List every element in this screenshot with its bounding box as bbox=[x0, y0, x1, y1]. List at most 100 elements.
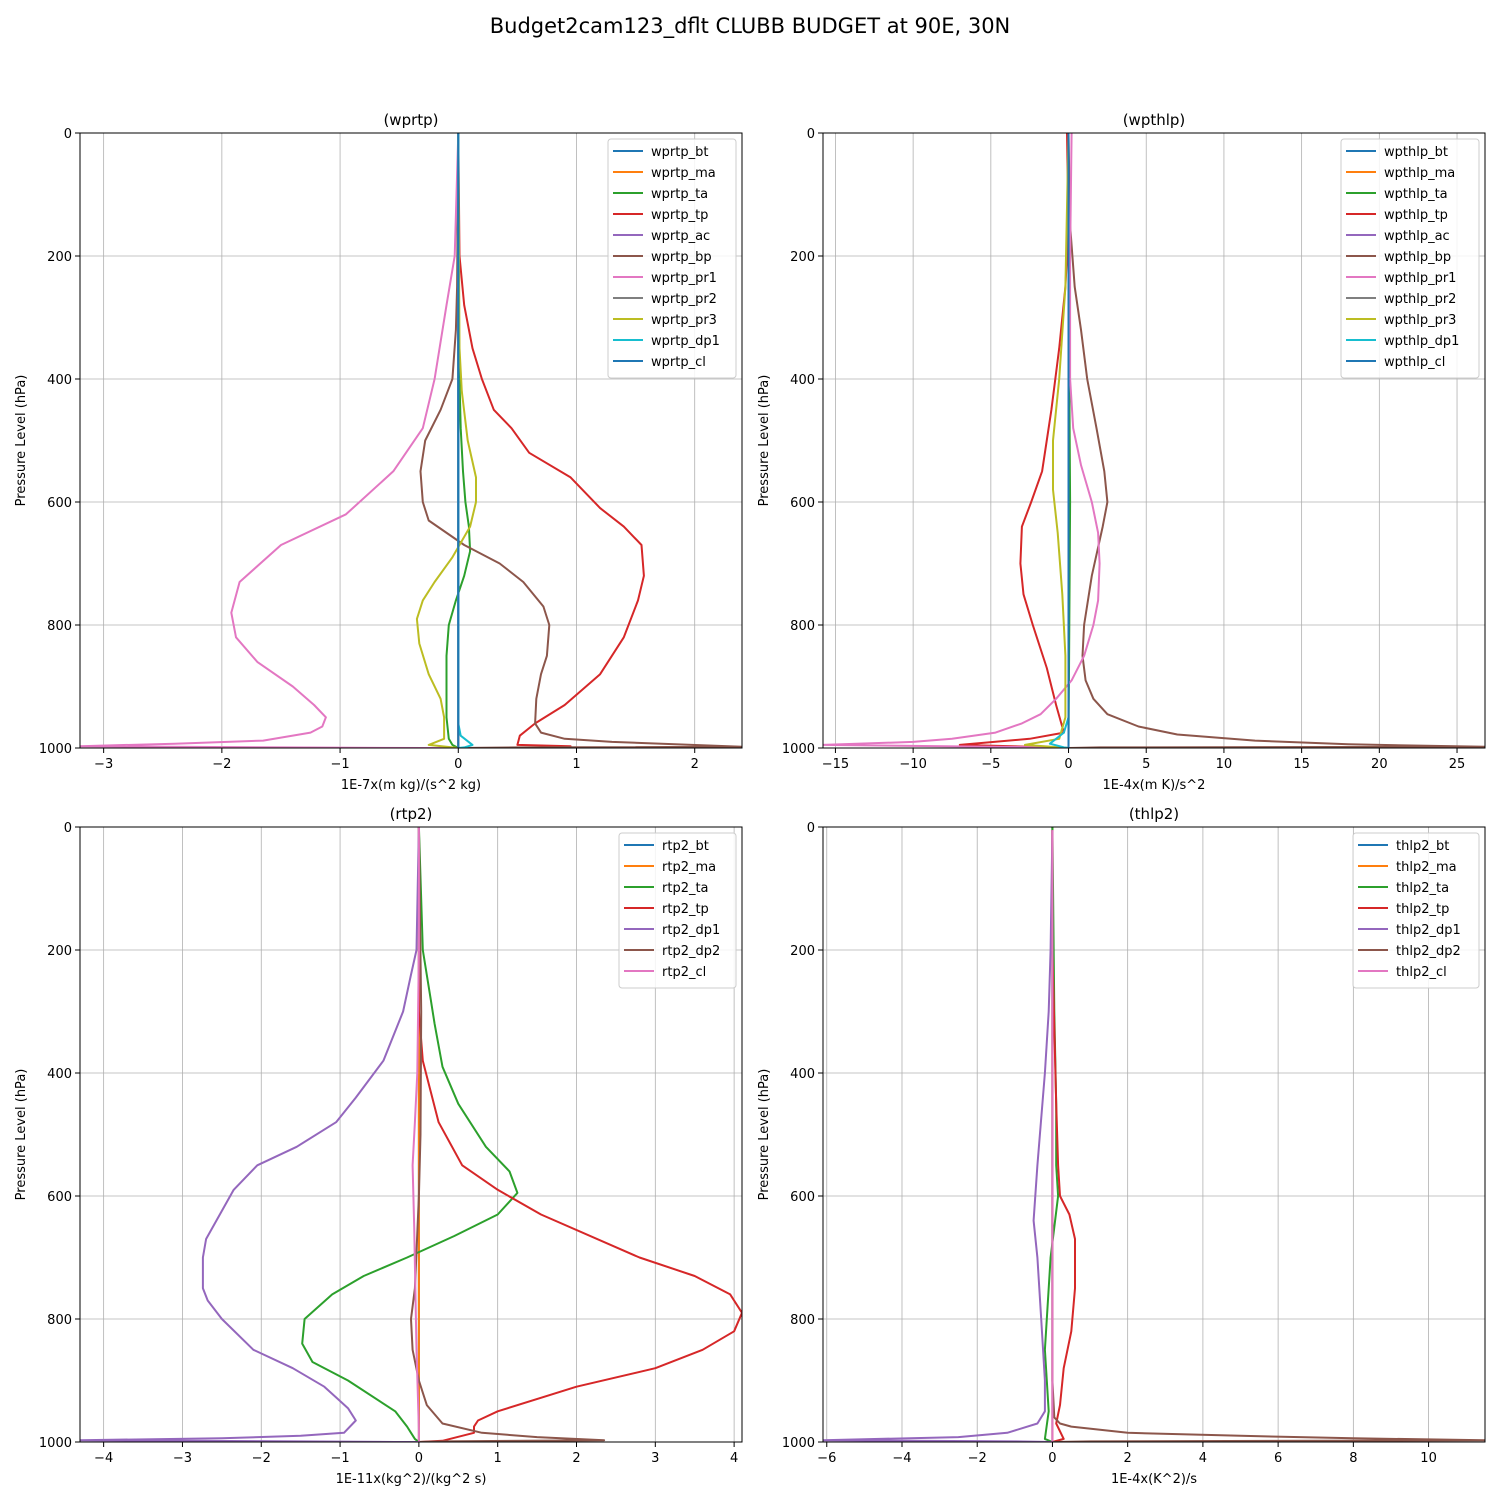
figure-title: Budget2cam123_dflt CLUBB BUDGET at 90E, … bbox=[489, 14, 1011, 38]
legend-label: wpthlp_ma bbox=[1384, 166, 1455, 181]
subplot-title: (wpthlp) bbox=[1123, 111, 1186, 129]
y-tick-label: 0 bbox=[807, 821, 815, 836]
legend-label: wpthlp_pr1 bbox=[1384, 271, 1456, 286]
legend-label: wprtp_cl bbox=[651, 355, 706, 370]
y-tick-label: 1000 bbox=[782, 1436, 815, 1451]
subplot-title: (rtp2) bbox=[390, 805, 433, 823]
plot-frame bbox=[822, 132, 1486, 749]
y-tick-label: 400 bbox=[790, 1067, 815, 1082]
x-tick-label: 15 bbox=[1293, 757, 1310, 772]
plot-frame bbox=[822, 826, 1486, 1443]
y-tick-label: 1000 bbox=[39, 742, 72, 757]
x-axis-label: 1E-4x(K^2)/s bbox=[1111, 1472, 1197, 1487]
x-tick-label: 20 bbox=[1371, 757, 1388, 772]
y-tick-label: 200 bbox=[47, 944, 72, 959]
x-tick-label: −2 bbox=[212, 757, 231, 772]
subplot-3: −4 −3 −2 −1 0 1 2 3 4 0 200 400 600 800 1000 (rtp2) 1E-1… bbox=[14, 805, 743, 1487]
series-line-rtp2_dp1 bbox=[80, 827, 420, 1442]
x-tick-label: −3 bbox=[173, 1451, 192, 1466]
x-axis-label: 1E-4x(m K)/s^2 bbox=[1103, 778, 1206, 793]
y-tick-label: 400 bbox=[47, 1067, 72, 1082]
y-tick-label: 1000 bbox=[782, 742, 815, 757]
plot-frame bbox=[79, 826, 743, 1443]
x-tick-label: 2 bbox=[572, 1451, 580, 1466]
x-tick-label: 1 bbox=[494, 1451, 502, 1466]
x-tick-label: 5 bbox=[1142, 757, 1150, 772]
y-tick-label: 1000 bbox=[39, 1436, 72, 1451]
legend-label: wprtp_ta bbox=[651, 187, 708, 202]
x-tick-label: −3 bbox=[94, 757, 113, 772]
x-tick-label: 0 bbox=[1064, 757, 1072, 772]
subplot-title: (thlp2) bbox=[1129, 805, 1179, 823]
legend-label: wpthlp_bt bbox=[1384, 145, 1448, 160]
legend-label: rtp2_dp1 bbox=[662, 923, 720, 938]
series-line-wpthlp_pr1 bbox=[823, 133, 1101, 748]
x-tick-label: 10 bbox=[1216, 757, 1233, 772]
legend-label: wprtp_tp bbox=[651, 208, 708, 223]
y-tick-label: 0 bbox=[807, 127, 815, 142]
series-line-wprtp_bp bbox=[419, 133, 742, 748]
x-tick-label: 1 bbox=[572, 757, 580, 772]
x-tick-label: 25 bbox=[1449, 757, 1466, 772]
legend-label: wpthlp_dp1 bbox=[1384, 334, 1459, 349]
x-tick-label: 0 bbox=[1048, 1451, 1056, 1466]
x-tick-label: 8 bbox=[1349, 1451, 1357, 1466]
legend-label: wpthlp_bp bbox=[1384, 250, 1451, 265]
legend-label: thlp2_bt bbox=[1396, 839, 1449, 854]
legend-label: rtp2_dp2 bbox=[662, 944, 720, 959]
legend-label: wprtp_ac bbox=[651, 229, 710, 244]
subplot-title: (wprtp) bbox=[383, 111, 438, 129]
y-axis-label: Pressure Level (hPa) bbox=[757, 375, 772, 507]
series-line-rtp2_cl bbox=[411, 827, 420, 1442]
x-tick-label: 2 bbox=[1124, 1451, 1132, 1466]
legend-label: thlp2_dp1 bbox=[1396, 923, 1461, 938]
y-tick-label: 200 bbox=[790, 944, 815, 959]
series-line-rtp2_ta bbox=[301, 827, 519, 1442]
x-tick-label: 0 bbox=[454, 757, 462, 772]
x-tick-label: 2 bbox=[691, 757, 699, 772]
subplot-4: −6 −4 −2 0 2 4 6 8 10 0 200 400 600 800 1000 (thlp2) 1E-… bbox=[757, 805, 1486, 1487]
x-axis-label: 1E-11x(kg^2)/(kg^2 s) bbox=[336, 1472, 487, 1487]
x-tick-label: −10 bbox=[899, 757, 926, 772]
series-line-wprtp_ta bbox=[445, 133, 472, 748]
y-tick-label: 600 bbox=[790, 1190, 815, 1205]
series-line-thlp2_dp2 bbox=[1051, 830, 1485, 1442]
series-line-wpthlp_bp bbox=[1067, 133, 1485, 748]
series-line-rtp2_dp2 bbox=[410, 827, 606, 1442]
plot-frame bbox=[79, 132, 743, 749]
legend-label: wprtp_dp1 bbox=[651, 334, 720, 349]
y-tick-label: 0 bbox=[64, 821, 72, 836]
legend: thlp2_bt thlp2_ma thlp2_ta thlp2_tp thlp2_dp… bbox=[1352, 832, 1480, 989]
legend-label: wprtp_bt bbox=[651, 145, 708, 160]
subplot-2: −15 −10 −5 0 5 10 15 20 25 0 200 400 600 800 1000 (wpth… bbox=[757, 111, 1486, 793]
y-axis-label: Pressure Level (hPa) bbox=[14, 1069, 29, 1201]
x-tick-label: −2 bbox=[968, 1451, 987, 1466]
legend-label: wprtp_pr2 bbox=[651, 292, 717, 307]
x-tick-label: −5 bbox=[981, 757, 1000, 772]
y-tick-label: 400 bbox=[790, 373, 815, 388]
series-line-rtp2_tp bbox=[417, 827, 742, 1442]
x-tick-label: 6 bbox=[1274, 1451, 1282, 1466]
legend-label: rtp2_cl bbox=[662, 965, 706, 980]
subplot-1: −3 −2 −1 0 1 2 0 200 400 600 800 1000 (wprtp) 1E-7x(m… bbox=[14, 111, 743, 793]
x-tick-label: 3 bbox=[651, 1451, 659, 1466]
y-tick-label: 800 bbox=[790, 619, 815, 634]
x-axis-label: 1E-7x(m kg)/(s^2 kg) bbox=[341, 778, 481, 793]
series-lines bbox=[823, 827, 1485, 1442]
legend-label: rtp2_tp bbox=[662, 902, 709, 917]
x-tick-label: 10 bbox=[1420, 1451, 1437, 1466]
legend-label: thlp2_dp2 bbox=[1396, 944, 1461, 959]
y-tick-label: 600 bbox=[47, 1190, 72, 1205]
legend: wprtp_bt wprtp_ma wprtp_ta wprtp_tp wprtp_ac… bbox=[607, 138, 737, 379]
x-tick-label: −6 bbox=[817, 1451, 836, 1466]
y-tick-label: 600 bbox=[790, 496, 815, 511]
legend-label: rtp2_bt bbox=[662, 839, 709, 854]
x-tick-label: 4 bbox=[730, 1451, 738, 1466]
series-line-wprtp_pr3 bbox=[415, 133, 477, 748]
y-tick-label: 0 bbox=[64, 127, 72, 142]
legend-label: thlp2_tp bbox=[1396, 902, 1449, 917]
series-line-thlp2_dp1 bbox=[823, 830, 1054, 1442]
series-lines bbox=[823, 133, 1485, 748]
y-tick-label: 800 bbox=[47, 1313, 72, 1328]
x-tick-label: −1 bbox=[330, 757, 349, 772]
